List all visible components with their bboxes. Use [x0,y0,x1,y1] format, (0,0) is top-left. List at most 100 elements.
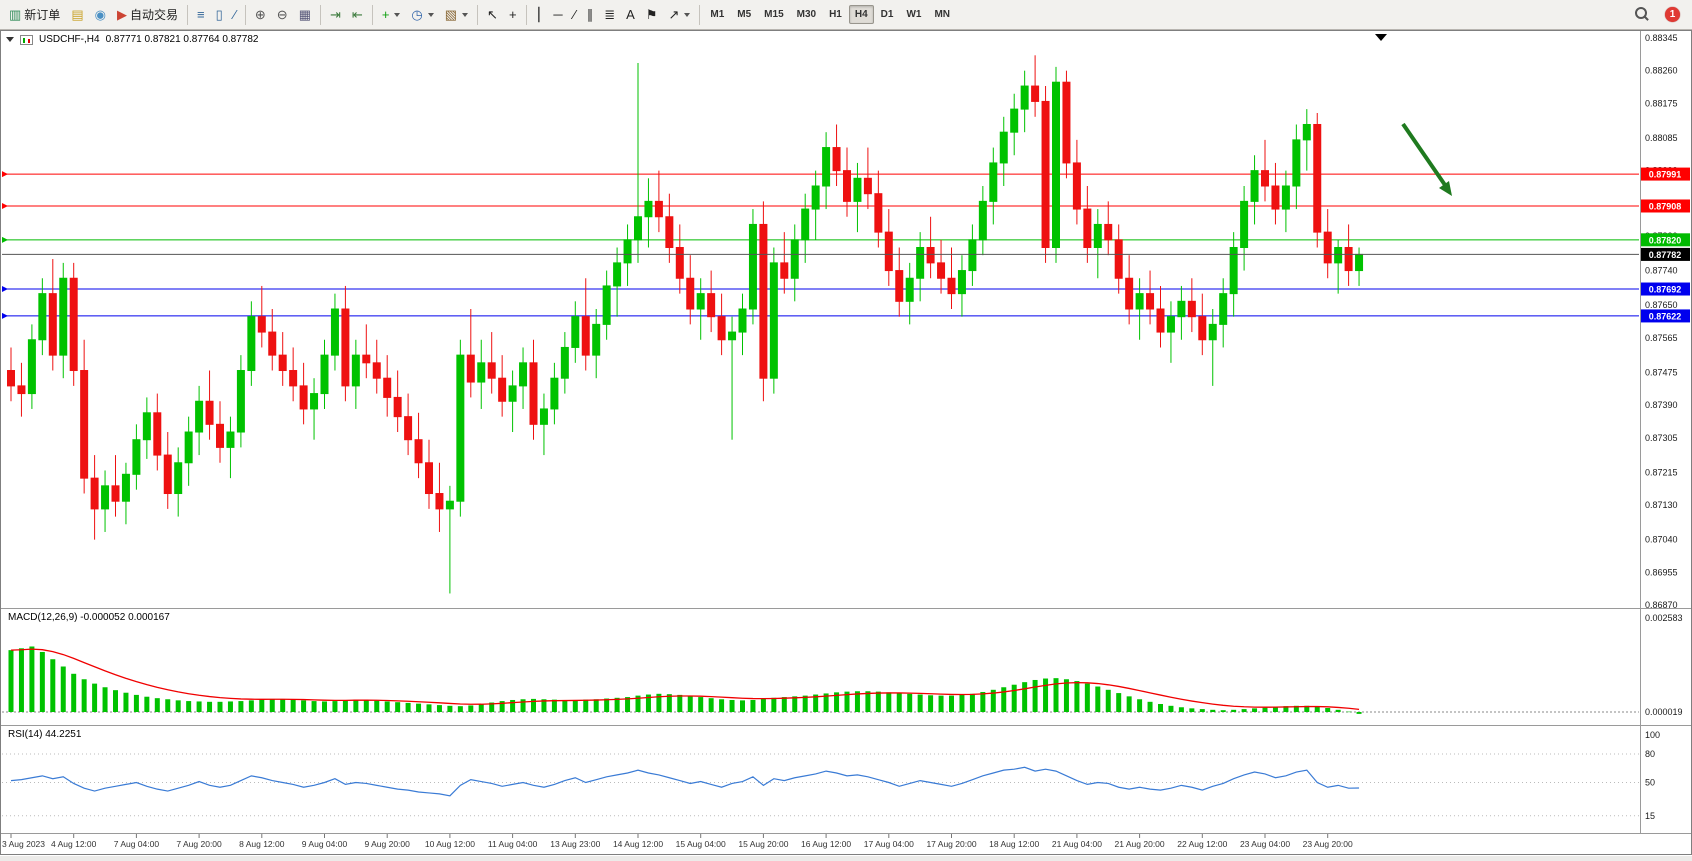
candle-body [101,485,110,510]
arrows-button[interactable]: ↗ [663,4,695,26]
candle-body [874,193,883,233]
candle-body [278,354,287,372]
candle-body [111,485,120,502]
line-chart-button[interactable]: ∕ [229,4,241,26]
tile-windows-button[interactable]: ▦ [294,4,316,26]
macd-histogram-bar [395,702,401,712]
time-axis-label: 17 Aug 04:00 [864,839,914,849]
time-axis-label: 23 Aug 04:00 [1240,839,1290,849]
annotation-arrow[interactable] [1401,122,1447,187]
new-order-button[interactable]: ▥ 新订单 [4,4,65,26]
zoom-out-button[interactable]: ⊖ [272,4,293,26]
time-axis-label: 10 Aug 12:00 [425,839,475,849]
periods-button[interactable]: ◷ [406,4,438,26]
timeframe-w1-button[interactable]: W1 [906,9,922,20]
macd-histogram-bar [823,693,829,712]
timeframe-mn-button[interactable]: MN [934,9,951,20]
macd-histogram-bar [1116,693,1122,712]
macd-histogram-bar [217,701,223,712]
macd-histogram-bar [1241,709,1247,712]
zoom-in-button[interactable]: ⊕ [250,4,271,26]
text-label-button[interactable]: ⚑ [641,4,663,26]
search-button[interactable] [1630,4,1655,26]
candle-body [592,323,601,356]
indicators-dropdown-caret-icon[interactable] [394,12,401,17]
macd-histogram-bar [541,699,547,712]
macd-histogram-bar [1147,701,1153,712]
macd-histogram-bar [969,693,975,712]
candle-body [853,177,862,202]
time-axis-label: 8 Aug 12:00 [239,839,285,849]
candle-body [665,216,674,249]
price-level-left-marker [2,171,8,178]
timeframe-m30-button[interactable]: M30 [796,9,817,20]
macd-histogram-bar [1314,706,1320,712]
templates-button[interactable]: ▧ [440,4,473,26]
macd-axis-zero-label: 0.000019 [1645,707,1683,717]
time-axis-label: 23 Aug 20:00 [1303,839,1353,849]
text-button[interactable]: A [621,4,640,26]
candle-body [602,285,611,325]
timeframe-h4-button[interactable]: H4 [848,5,874,24]
crosshair-button[interactable]: + [504,4,522,26]
trendline-button[interactable]: ∕ [569,4,581,26]
chart-shift-marker-icon[interactable] [1375,34,1387,41]
timeframe-m15-button[interactable]: M15 [764,9,784,20]
toolbar-separator [525,4,527,25]
candle-body [634,216,642,241]
candle-body [372,362,381,379]
periods-dropdown-caret-icon[interactable] [427,12,434,17]
cursor-button[interactable]: ↖ [482,4,503,26]
time-axis-label: 14 Aug 12:00 [613,839,663,849]
macd-histogram-bar [750,699,756,712]
candle-body [445,500,454,510]
chart-shift-button[interactable]: ⇤ [347,4,368,26]
auto-trading-button[interactable]: ▶ 自动交易 [112,4,183,26]
candle-body [550,377,559,410]
price-badge [1641,199,1690,213]
equidistant-channel-button[interactable]: ∥ [582,4,599,26]
macd-histogram-bar [572,699,578,712]
refresh-button[interactable]: ◉ [90,4,111,26]
auto-trading-icon: ▶ [116,7,127,22]
timeframe-m5-button[interactable]: M5 [737,9,752,20]
indicators-button[interactable]: + [377,4,406,26]
candle-body [310,393,319,410]
macd-histogram-bar [562,699,568,712]
macd-histogram-bar [1063,679,1069,712]
auto-scroll-button[interactable]: ⇥ [325,4,346,26]
timeframe-d1-button[interactable]: D1 [880,9,894,20]
zoom-out-icon: ⊖ [276,7,288,22]
arrows-dropdown-caret-icon[interactable] [684,12,691,17]
candle-body [393,396,402,418]
price-badge [1641,167,1690,181]
candle-body [163,454,172,495]
time-axis-label: 7 Aug 04:00 [114,839,160,849]
bar-chart-icon: ≡ [196,7,205,22]
macd-histogram-bar [604,698,610,712]
vertical-line-button[interactable]: ⎮ [531,4,548,26]
annotation-arrow-head [1439,181,1452,196]
timeframe-h1-button[interactable]: H1 [829,9,842,20]
fibonacci-button[interactable]: ≣ [599,4,620,26]
macd-histogram-bar [760,698,766,712]
price-axis-label: 0.88175 [1645,98,1678,108]
candle-body [1355,253,1364,272]
macd-histogram-bar [1095,686,1101,712]
candlestick-chart-button[interactable]: ▯ [211,4,228,26]
bar-chart-button[interactable]: ≡ [192,4,210,26]
macd-histogram-bar [792,696,798,712]
candle-body [184,431,193,464]
indicators-icon: + [381,7,390,22]
timeframe-m1-button[interactable]: M1 [710,9,725,20]
time-axis-label: 18 Aug 12:00 [989,839,1039,849]
templates-dropdown-caret-icon[interactable] [462,12,469,17]
arrows-icon: ↗ [668,7,680,22]
horizontal-line-button[interactable]: ─ [548,4,567,26]
candle-body [748,223,757,310]
macd-histogram-bar [917,694,923,712]
charts-button[interactable]: ▤ [66,4,88,26]
notification-badge[interactable]: 1 [1665,7,1680,22]
rsi-axis-label: 15 [1645,811,1655,821]
chart-canvas[interactable]: 0.883450.882600.881750.880850.880000.879… [0,30,1692,856]
